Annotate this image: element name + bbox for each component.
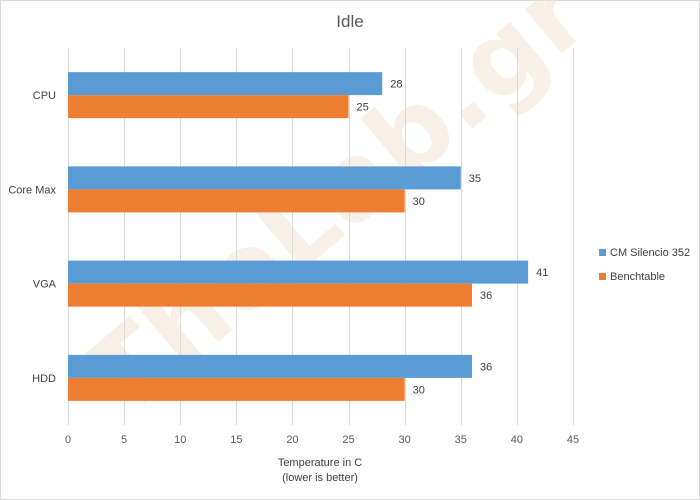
bar-series1 [68, 260, 529, 284]
bar-series1 [68, 354, 472, 378]
x-tick-labels: 0 5 10 15 20 25 30 35 40 45 [65, 434, 579, 446]
category-label: CPU [33, 90, 56, 102]
chart-title: Idle [336, 12, 363, 31]
legend-label: CM Silencio 352 [610, 247, 690, 259]
legend-swatch [599, 273, 606, 280]
bar-series2 [68, 95, 349, 119]
x-tick-label: 10 [174, 434, 186, 446]
x-tick-label: 20 [286, 434, 298, 446]
data-label: 28 [390, 79, 402, 91]
x-axis-label-line1: Temperature in C [278, 457, 362, 469]
category-labels: CPU Core Max VGA HDD [8, 90, 56, 385]
x-tick-label: 40 [511, 434, 523, 446]
bar-series1 [68, 166, 461, 190]
bar-series2 [68, 377, 405, 401]
data-label: 30 [413, 196, 425, 208]
bar-series2 [68, 283, 472, 307]
x-axis-label-line2: (lower is better) [282, 472, 358, 484]
data-label: 35 [469, 173, 481, 185]
bar-series1 [68, 72, 383, 96]
data-label: 41 [536, 267, 548, 279]
x-tick-label: 0 [65, 434, 71, 446]
data-label: 30 [413, 384, 425, 396]
category-label: Core Max [8, 184, 56, 196]
legend-label: Benchtable [610, 271, 665, 283]
x-tick-label: 35 [455, 434, 467, 446]
category-label: VGA [33, 279, 57, 291]
data-label: 25 [357, 102, 369, 114]
x-tick-label: 15 [230, 434, 242, 446]
x-tick-label: 25 [342, 434, 354, 446]
category-label: HDD [32, 373, 56, 385]
x-tick-label: 5 [121, 434, 127, 446]
x-tick-label: 30 [399, 434, 411, 446]
bars [68, 72, 529, 401]
legend-swatch [599, 249, 606, 256]
data-label: 36 [480, 361, 492, 373]
legend: CM Silencio 352 Benchtable [599, 247, 690, 283]
x-tick-label: 45 [567, 434, 579, 446]
data-labels: 28 25 35 30 41 36 36 30 [357, 79, 549, 397]
data-label: 36 [480, 290, 492, 302]
bar-series2 [68, 189, 405, 213]
